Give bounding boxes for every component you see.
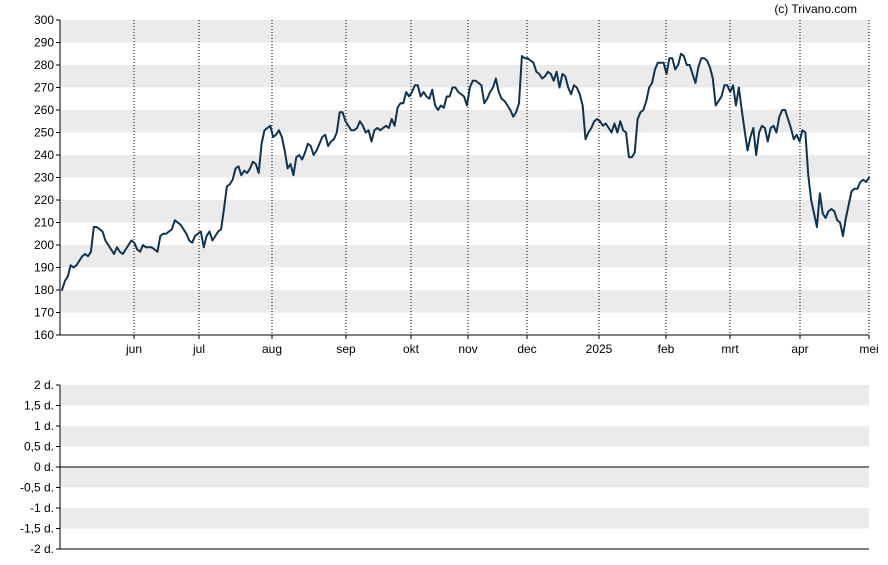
y-tick-label: 250 <box>34 126 54 140</box>
y-tick-label: 160 <box>34 328 54 342</box>
y-tick-label: 280 <box>34 58 54 72</box>
x-tick-label: dec <box>517 342 536 356</box>
grid-band <box>60 155 869 178</box>
grid-band <box>60 65 869 88</box>
x-tick-label: aug <box>262 342 282 356</box>
upper-chart-x-ticks: jun jul aug sep okt nov dec 2025 feb mrt apr mei <box>125 335 879 356</box>
grid-band <box>60 426 869 447</box>
lower-chart-bands <box>60 385 869 529</box>
lower-y-tick-label: 1,5 d. <box>24 399 54 413</box>
y-tick-label: 190 <box>34 261 54 275</box>
price-series-line <box>61 52 870 291</box>
grid-band <box>60 467 869 488</box>
grid-band <box>60 508 869 529</box>
y-tick-label: 300 <box>34 13 54 27</box>
y-tick-label: 270 <box>34 81 54 95</box>
y-tick-label: 240 <box>34 148 54 162</box>
lower-y-tick-label: 0 d. <box>34 460 54 474</box>
upper-chart-bands <box>60 20 869 313</box>
x-tick-label: sep <box>336 342 356 356</box>
upper-chart-y-ticks: 160 170 180 190 200 210 220 230 240 250 260 270 280 2… <box>34 13 60 342</box>
chart-credit-label: (c) Trivano.com <box>774 2 857 16</box>
lower-y-tick-label: -1 d. <box>30 501 54 515</box>
grid-band <box>60 200 869 223</box>
y-tick-label: 290 <box>34 36 54 50</box>
y-tick-label: 180 <box>34 283 54 297</box>
y-tick-label: 230 <box>34 171 54 185</box>
lower-y-tick-label: 0,5 d. <box>24 440 54 454</box>
grid-band <box>60 290 869 313</box>
y-tick-label: 260 <box>34 103 54 117</box>
y-tick-label: 210 <box>34 216 54 230</box>
x-tick-label: jun <box>125 342 142 356</box>
y-tick-label: 220 <box>34 193 54 207</box>
x-tick-label: mei <box>859 342 878 356</box>
y-tick-label: 170 <box>34 306 54 320</box>
x-tick-label: nov <box>458 342 477 356</box>
x-tick-label: jul <box>192 342 205 356</box>
x-tick-label: feb <box>658 342 675 356</box>
grid-band <box>60 385 869 406</box>
lower-y-tick-label: -1,5 d. <box>20 522 54 536</box>
lower-chart-y-ticks: 2 d. 1,5 d. 1 d. 0,5 d. 0 d. -0,5 d. -1 d. -1,5… <box>20 378 60 556</box>
lower-y-tick-label: -0,5 d. <box>20 481 54 495</box>
x-tick-label: okt <box>403 342 420 356</box>
grid-band <box>60 245 869 268</box>
x-tick-label: 2025 <box>586 342 613 356</box>
grid-band <box>60 20 869 43</box>
lower-y-tick-label: 1 d. <box>34 419 54 433</box>
x-tick-label: mrt <box>721 342 739 356</box>
x-tick-label: apr <box>791 342 808 356</box>
lower-y-tick-label: 2 d. <box>34 378 54 392</box>
y-tick-label: 200 <box>34 238 54 252</box>
grid-band <box>60 110 869 133</box>
lower-y-tick-label: -2 d. <box>30 542 54 556</box>
